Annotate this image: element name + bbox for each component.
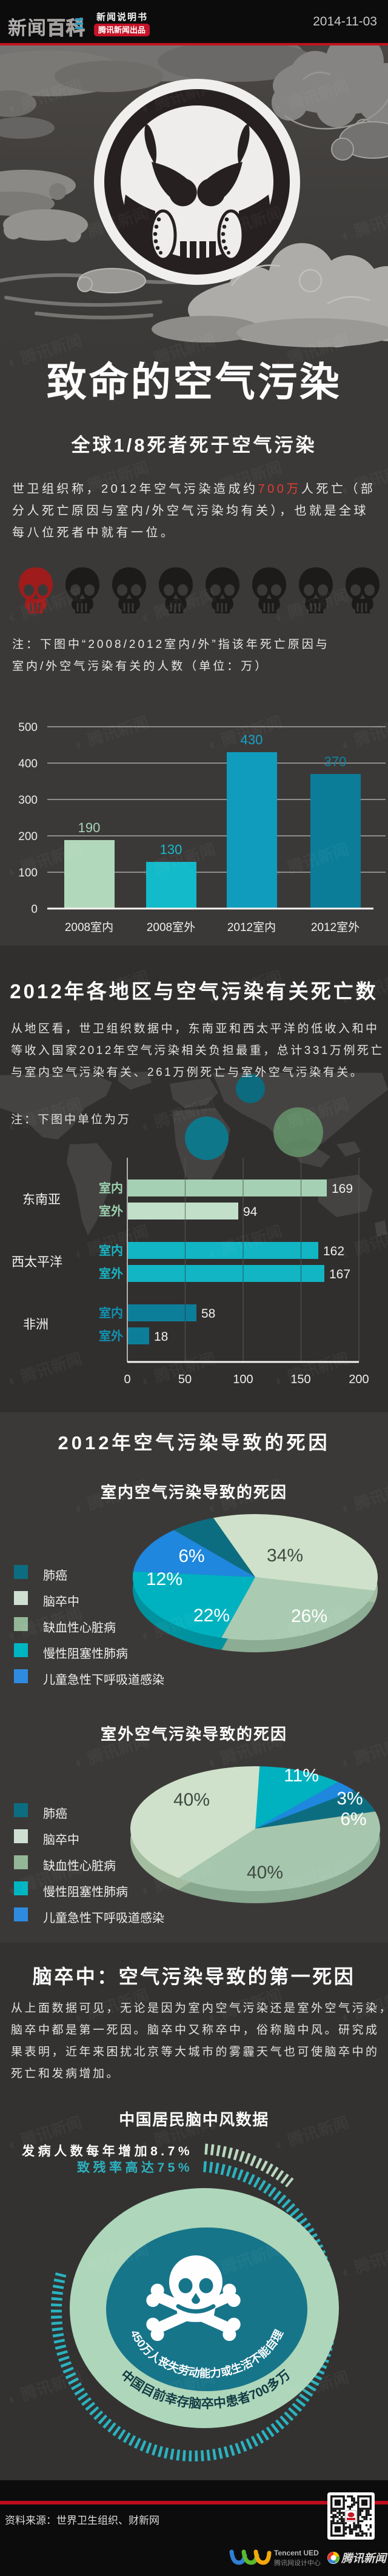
svg-text:11%: 11% bbox=[284, 1766, 319, 1786]
svg-text:18: 18 bbox=[154, 1330, 168, 1344]
svg-text:100: 100 bbox=[233, 1373, 253, 1386]
svg-text:2008室内: 2008室内 bbox=[65, 921, 113, 934]
svg-text:0: 0 bbox=[31, 903, 38, 916]
svg-text:167: 167 bbox=[329, 1267, 350, 1281]
svg-text:200: 200 bbox=[349, 1373, 369, 1386]
svg-text:发病人数每年增加8.7%: 发病人数每年增加8.7% bbox=[21, 2144, 193, 2158]
svg-text:室外: 室外 bbox=[99, 1204, 123, 1218]
svg-text:300: 300 bbox=[18, 794, 38, 807]
svg-text:2012室内: 2012室内 bbox=[227, 921, 276, 934]
svg-text:室内: 室内 bbox=[99, 1181, 123, 1195]
svg-text:162: 162 bbox=[323, 1244, 344, 1258]
svg-text:6%: 6% bbox=[340, 1809, 366, 1829]
svg-text:腾讯网设计中心: 腾讯网设计中心 bbox=[274, 2558, 321, 2567]
svg-text:室内: 室内 bbox=[99, 1306, 123, 1320]
svg-text:190: 190 bbox=[78, 820, 101, 835]
svg-text:西太平洋: 西太平洋 bbox=[12, 1255, 62, 1269]
svg-text:0: 0 bbox=[124, 1373, 130, 1386]
svg-text:Tencent UED: Tencent UED bbox=[274, 2549, 319, 2557]
svg-text:6%: 6% bbox=[178, 1546, 204, 1566]
svg-text:26%: 26% bbox=[291, 1606, 327, 1626]
svg-text:腾讯新闻: 腾讯新闻 bbox=[341, 2552, 388, 2564]
svg-text:130: 130 bbox=[160, 842, 182, 857]
svg-text:58: 58 bbox=[201, 1307, 215, 1321]
svg-text:非洲: 非洲 bbox=[23, 1318, 48, 1332]
svg-text:34%: 34% bbox=[267, 1546, 303, 1566]
svg-text:致残率高达75%: 致残率高达75% bbox=[77, 2160, 193, 2175]
svg-text:500: 500 bbox=[18, 721, 38, 734]
svg-text:室外: 室外 bbox=[99, 1266, 123, 1281]
svg-text:22%: 22% bbox=[193, 1606, 230, 1626]
svg-text:3%: 3% bbox=[336, 1789, 363, 1809]
svg-text:40%: 40% bbox=[247, 1863, 283, 1883]
svg-text:东南亚: 东南亚 bbox=[22, 1193, 61, 1207]
svg-text:400: 400 bbox=[18, 758, 38, 770]
svg-text:370: 370 bbox=[324, 754, 347, 769]
svg-text:40%: 40% bbox=[173, 1790, 210, 1810]
svg-text:50: 50 bbox=[178, 1373, 192, 1386]
svg-text:150: 150 bbox=[290, 1373, 310, 1386]
svg-text:2012室外: 2012室外 bbox=[311, 921, 360, 934]
svg-text:2008室外: 2008室外 bbox=[147, 921, 195, 934]
svg-text:室外: 室外 bbox=[99, 1329, 123, 1343]
svg-text:430: 430 bbox=[241, 732, 263, 747]
svg-text:200: 200 bbox=[18, 830, 38, 843]
svg-text:169: 169 bbox=[332, 1182, 353, 1196]
svg-text:室内: 室内 bbox=[99, 1243, 123, 1258]
svg-text:100: 100 bbox=[18, 867, 38, 879]
svg-text:12%: 12% bbox=[146, 1569, 182, 1589]
svg-text:94: 94 bbox=[243, 1205, 258, 1219]
